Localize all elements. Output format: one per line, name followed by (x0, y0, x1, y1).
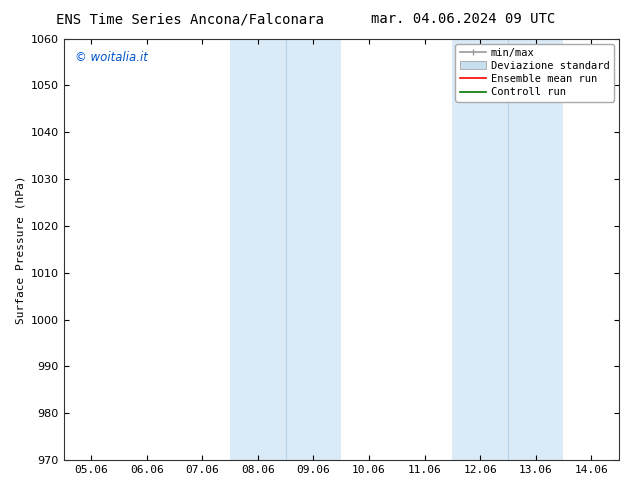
Text: mar. 04.06.2024 09 UTC: mar. 04.06.2024 09 UTC (371, 12, 555, 26)
Y-axis label: Surface Pressure (hPa): Surface Pressure (hPa) (15, 175, 25, 323)
Bar (230, 39, 341, 460)
Legend: min/max, Deviazione standard, Ensemble mean run, Controll run: min/max, Deviazione standard, Ensemble m… (455, 44, 614, 101)
Text: ENS Time Series Ancona/Falconara: ENS Time Series Ancona/Falconara (56, 12, 324, 26)
Bar (453, 39, 564, 460)
Text: © woitalia.it: © woitalia.it (75, 51, 148, 64)
